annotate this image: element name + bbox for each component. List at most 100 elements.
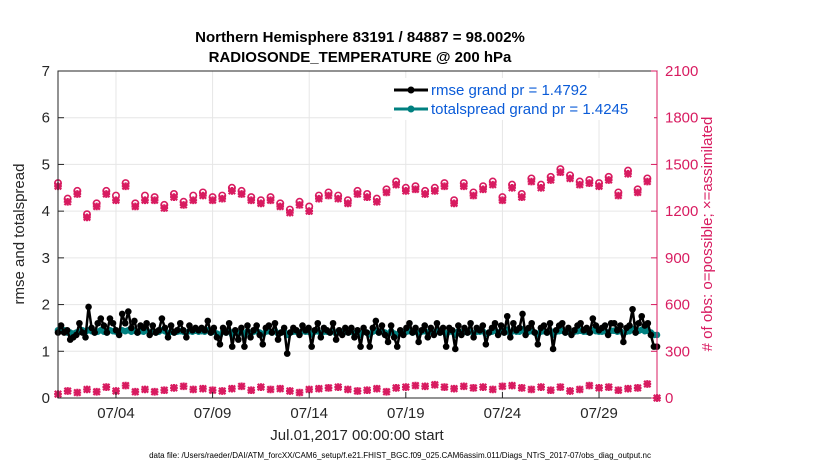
rmse-point: [134, 329, 141, 336]
assimilated-marker: [488, 180, 497, 189]
rmse-point: [461, 324, 468, 332]
rejected-marker: [83, 385, 91, 394]
rejected-marker: [633, 384, 642, 392]
rmse-point: [403, 324, 410, 332]
rmse-point: [335, 326, 343, 334]
rmse-point: [393, 343, 401, 350]
rmse-point: [280, 324, 288, 332]
rmse-point: [305, 324, 312, 332]
rmse-point: [482, 340, 490, 348]
rmse-point: [103, 329, 111, 336]
rmse-point: [183, 333, 190, 341]
rmse-point: [503, 312, 511, 320]
legend-box: [392, 78, 654, 120]
y-right-tick-label: 2100: [665, 63, 698, 80]
assimilated-marker: [334, 194, 343, 203]
legend-rmse-label: rmse grand pr = 1.4792: [431, 82, 587, 99]
rmse-point: [583, 324, 591, 332]
rmse-point: [448, 326, 456, 334]
assimilated-marker: [170, 193, 178, 201]
rmse-point: [277, 329, 285, 336]
rmse-point: [381, 331, 389, 339]
assimilated-marker: [150, 196, 159, 205]
grid: [58, 71, 657, 398]
rejected-marker: [295, 388, 304, 397]
rejected-marker: [372, 384, 381, 393]
y-right-tick-label: 600: [665, 297, 690, 314]
rmse-point: [314, 319, 322, 327]
rmse-point: [94, 319, 102, 327]
rmse-point: [222, 329, 230, 336]
assimilated-marker: [363, 193, 372, 201]
rmse-point: [543, 329, 551, 336]
rejected-marker: [189, 385, 198, 394]
rmse-point: [231, 326, 239, 334]
rejected-marker: [517, 384, 526, 392]
rejected-marker: [595, 384, 603, 392]
assimilated-marker: [121, 182, 130, 191]
rmse-point: [613, 326, 621, 334]
rmse-point: [586, 329, 594, 336]
assimilated-marker: [324, 191, 333, 200]
assimilated-marker: [160, 204, 169, 212]
rejected-marker: [401, 383, 410, 391]
assimilated-marker: [633, 188, 642, 197]
rmse-point: [500, 329, 508, 336]
rmse-point: [112, 326, 120, 334]
assimilated-marker: [141, 196, 149, 205]
rmse-point: [531, 329, 539, 336]
rmse-point: [635, 319, 642, 327]
x-axis-label: Jul.01,2017 00:00:00 start: [270, 427, 444, 444]
rmse-point: [247, 333, 254, 341]
rmse-point: [265, 322, 273, 329]
rmse-point: [378, 322, 386, 329]
assimilated-marker: [527, 177, 536, 186]
y-right-tick-label: 900: [665, 250, 690, 267]
rejected-marker: [537, 383, 545, 391]
y-right-tick-label: 1500: [665, 156, 698, 173]
assimilated-marker: [469, 191, 478, 200]
assimilated-marker: [575, 180, 584, 189]
rmse-point: [626, 322, 633, 329]
assimilated-marker: [247, 196, 256, 205]
rmse-point: [259, 340, 267, 348]
rmse-point: [268, 329, 276, 336]
rejected-marker: [469, 384, 478, 392]
rmse-point: [332, 336, 340, 343]
y-left-tick-label: 0: [42, 390, 50, 407]
rmse-point: [470, 333, 477, 341]
rmse-point: [488, 324, 496, 332]
y-axis-left-label: rmse and totalspread: [11, 164, 28, 305]
assimilated-marker: [237, 190, 246, 198]
rmse-point: [433, 319, 441, 327]
assimilated-marker: [604, 176, 613, 184]
rmse-point: [375, 329, 383, 336]
rmse-point: [253, 322, 260, 329]
rejected-marker: [430, 380, 439, 389]
rejected-marker: [575, 385, 584, 394]
rejected-marker: [286, 387, 294, 395]
rmse-point: [173, 326, 181, 334]
rmse-point: [424, 333, 432, 341]
rmse-point: [256, 331, 264, 339]
rmse-point: [558, 319, 566, 327]
rmse-point: [85, 303, 92, 311]
rmse-point: [158, 315, 166, 322]
rmse-point: [412, 324, 419, 332]
rejected-marker: [392, 384, 400, 392]
rmse-point: [228, 343, 236, 350]
rmse-point: [418, 326, 425, 334]
rmse-point: [442, 343, 450, 350]
rejected-marker: [488, 385, 497, 394]
rejected-marker: [421, 382, 429, 391]
assimilated-marker: [73, 190, 82, 198]
assimilated-marker: [305, 207, 314, 215]
rmse-point: [293, 326, 300, 334]
rejected-marker: [585, 381, 594, 390]
rmse-point: [235, 336, 242, 343]
assimilated-marker: [595, 182, 603, 191]
assimilated-marker: [382, 188, 391, 197]
rejected-marker: [131, 387, 140, 396]
rmse-point: [415, 338, 422, 346]
